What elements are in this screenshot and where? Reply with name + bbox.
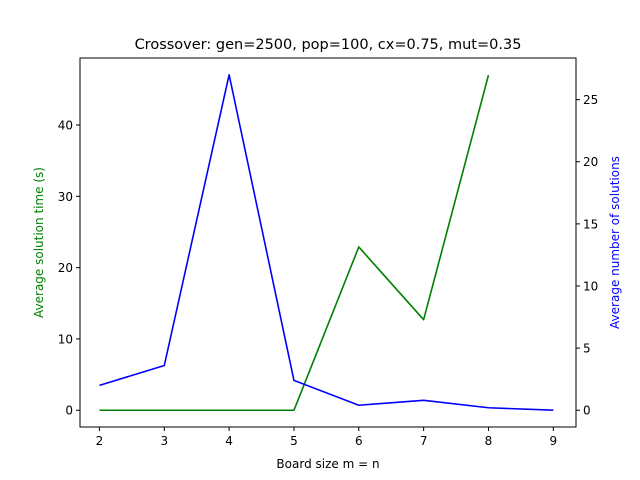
x-tick-label: 7: [420, 434, 428, 448]
left-y-tick-label: 40: [58, 119, 73, 133]
right-series-line: [99, 73, 554, 412]
x-tick-label: 6: [355, 434, 363, 448]
x-axis-label: Board size m = n: [276, 457, 379, 471]
right-y-tick-label: 0: [583, 404, 591, 418]
left-y-tick-label: 20: [58, 261, 73, 275]
right-y-tick-label: 25: [583, 93, 598, 107]
right-y-axis-label: Average number of solutions: [608, 156, 622, 329]
x-tick-label: 4: [225, 434, 233, 448]
x-tick-label: 9: [549, 434, 557, 448]
plot-frame: [79, 57, 577, 428]
x-tick-label: 2: [96, 434, 104, 448]
x-tick-label: 3: [160, 434, 168, 448]
left-y-axis: 0 10 20 30 40: [58, 119, 80, 418]
x-tick-label: 5: [290, 434, 298, 448]
right-y-axis: 0 5 10 15 20 25: [576, 93, 598, 418]
left-series-line: [99, 74, 490, 412]
left-y-axis-label: Average solution time (s): [32, 167, 46, 318]
left-y-tick-label: 10: [58, 332, 73, 346]
right-y-tick-label: 15: [583, 217, 598, 231]
x-tick-label: 8: [485, 434, 493, 448]
x-axis: 2 3 4 5 6 7 8 9: [96, 427, 557, 448]
left-y-tick-label: 0: [65, 404, 73, 418]
chart-title: Crossover: gen=2500, pop=100, cx=0.75, m…: [135, 37, 522, 53]
left-y-tick-label: 30: [58, 190, 73, 204]
right-y-tick-label: 20: [583, 155, 598, 169]
right-y-tick-label: 10: [583, 279, 598, 293]
right-y-tick-label: 5: [583, 342, 591, 356]
plot-area: [99, 73, 554, 412]
